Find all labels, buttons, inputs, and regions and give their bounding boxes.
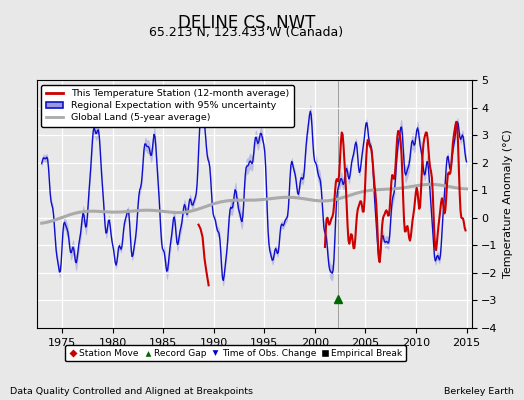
Legend: This Temperature Station (12-month average), Regional Expectation with 95% uncer: This Temperature Station (12-month avera… <box>41 85 293 127</box>
Legend: Station Move, Record Gap, Time of Obs. Change, Empirical Break: Station Move, Record Gap, Time of Obs. C… <box>66 345 406 362</box>
Text: Data Quality Controlled and Aligned at Breakpoints: Data Quality Controlled and Aligned at B… <box>10 387 254 396</box>
Text: DELINE CS, NWT: DELINE CS, NWT <box>178 14 315 32</box>
Y-axis label: Temperature Anomaly (°C): Temperature Anomaly (°C) <box>504 130 514 278</box>
Text: Berkeley Earth: Berkeley Earth <box>444 387 514 396</box>
Text: 65.213 N, 123.433 W (Canada): 65.213 N, 123.433 W (Canada) <box>149 26 343 39</box>
